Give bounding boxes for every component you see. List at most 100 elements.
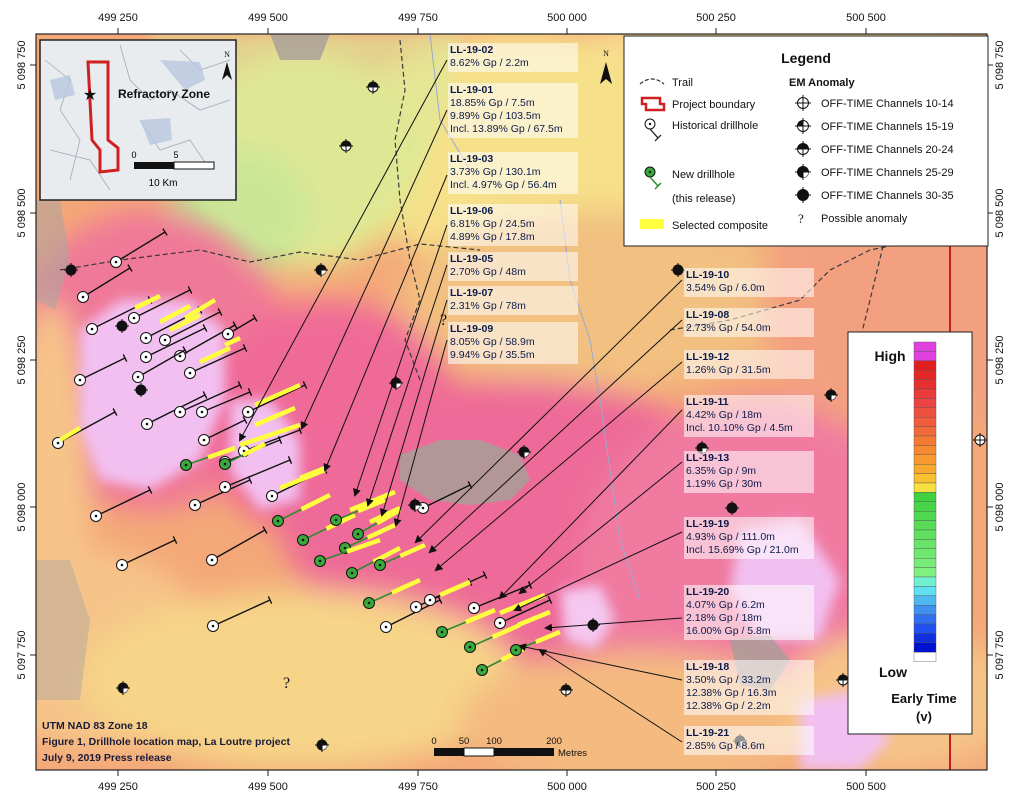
selected-composite xyxy=(346,537,381,554)
drill-label-title: LL-19-02 xyxy=(450,44,493,56)
coord-top: 500 500 xyxy=(846,12,886,24)
em-anomaly-icon xyxy=(389,376,403,390)
colorbar-cell xyxy=(913,520,937,531)
drill-label-result: 18.85% Gp / 7.5m xyxy=(450,97,535,109)
possible-anomaly-marker: ? xyxy=(440,312,447,329)
drill-label: LL-19-098.05% Gp / 58.9m9.94% Gp / 35.5m xyxy=(448,322,578,364)
em-legend-symbols: ? xyxy=(795,95,811,226)
em-anomaly-icon xyxy=(671,263,685,277)
drill-label-result: 2.31% Gp / 78m xyxy=(450,300,526,312)
em-anomaly-icon xyxy=(824,388,838,402)
coord-left: 5 098 000 xyxy=(16,483,28,532)
drill-label-result: 4.93% Gp / 111.0m xyxy=(686,531,775,543)
drill-label-result: 6.81% Gp / 24.5m xyxy=(450,218,535,230)
colorbar-caption-unit: (v) xyxy=(916,709,932,724)
coord-left: 5 098 750 xyxy=(16,41,28,90)
legend-possible-symbol: ? xyxy=(798,211,804,226)
historical-drillhole xyxy=(140,324,208,363)
selected-composite xyxy=(207,445,236,460)
historical-drillhole xyxy=(207,596,273,632)
colorbar-cell xyxy=(913,379,937,390)
drill-label-result: 3.73% Gp / 130.1m xyxy=(450,166,541,178)
selected-composite xyxy=(239,422,301,448)
north-arrow-icon xyxy=(600,62,612,84)
selected-composite xyxy=(168,312,202,333)
colorbar-cell xyxy=(913,398,937,408)
legend-em-item: OFF-TIME Channels 10-14 xyxy=(821,98,954,110)
legend-possible: Possible anomaly xyxy=(821,213,908,225)
composite-symbol xyxy=(640,219,664,229)
historical-drillhole xyxy=(74,354,128,386)
em-anomaly-icon xyxy=(366,80,380,94)
footer-line: July 9, 2019 Press release xyxy=(42,752,172,764)
historical-drillhole xyxy=(242,381,308,418)
colorbar-cell xyxy=(913,652,937,662)
historical-drillhole xyxy=(116,536,178,571)
drill-label-title: LL-19-21 xyxy=(686,727,729,739)
drill-label-result: 8.05% Gp / 58.9m xyxy=(450,336,535,348)
historical-drillhole xyxy=(184,344,248,379)
colorbar-cell xyxy=(913,492,937,502)
em-anomaly-icon xyxy=(64,263,78,277)
em-anomaly-icon xyxy=(115,319,129,333)
north-label: N xyxy=(224,50,230,59)
scale-tick: 100 xyxy=(486,736,502,747)
coordinate-labels-bottom: 499 250 499 500 499 750 500 000 500 250 … xyxy=(98,781,886,793)
drill-label-result: 9.94% Gp / 35.5m xyxy=(450,349,535,361)
historical-drillhole xyxy=(77,264,133,303)
new-drillhole xyxy=(374,542,426,571)
colorbar-cell xyxy=(913,548,937,559)
inset-scale-unit: 10 Km xyxy=(149,178,178,189)
legend-em-item: OFF-TIME Channels 15-19 xyxy=(821,121,954,133)
drill-label: LL-19-204.07% Gp / 6.2m2.18% Gp / 18m16.… xyxy=(684,585,814,640)
em-anomaly-icon xyxy=(559,683,573,697)
scale-bar: 0 50 100 200 Metres xyxy=(431,736,587,759)
drill-label-title: LL-19-12 xyxy=(686,351,729,363)
drill-label: LL-19-136.35% Gp / 9m1.19% Gp / 30m xyxy=(684,451,814,493)
coordinate-ticks xyxy=(30,28,993,776)
colorbar-cell xyxy=(913,464,937,474)
drill-label-title: LL-19-10 xyxy=(686,269,729,281)
legend-em-item: OFF-TIME Channels 20-24 xyxy=(821,144,954,156)
legend-trail: Trail xyxy=(672,77,693,89)
colorbar-cell xyxy=(913,388,937,399)
colorbar-cell xyxy=(913,605,937,615)
colorbar-cell xyxy=(913,642,937,653)
em-anomaly-icon xyxy=(725,501,739,515)
coord-bottom: 499 500 xyxy=(248,781,288,793)
selected-composite xyxy=(366,522,396,540)
boundary-symbol xyxy=(640,96,666,112)
colorbar-cell xyxy=(913,576,937,587)
historical-drillhole xyxy=(494,596,553,629)
drill-label: LL-19-212.85% Gp / 8.6m xyxy=(684,726,814,755)
colorbar-caption: Early Time xyxy=(891,691,957,706)
colorbar-high: High xyxy=(874,348,905,364)
project-boundary-outline xyxy=(86,60,120,174)
historical-drillholes xyxy=(52,228,553,633)
selected-composite xyxy=(300,492,332,512)
drill-label: LL-19-028.62% Gp / 2.2m xyxy=(448,43,578,72)
drill-label-result: Incl. 13.89% Gp / 67.5m xyxy=(450,123,563,135)
drill-label-result: 2.70% Gp / 48m xyxy=(450,266,526,278)
coordinate-labels-top: 499 250 499 500 499 750 500 000 500 250 … xyxy=(98,12,886,24)
coord-right: 5 098 250 xyxy=(994,336,1006,385)
em-anomaly-icon xyxy=(517,445,531,459)
coord-bottom: 499 750 xyxy=(398,781,438,793)
historical-drillhole xyxy=(132,346,188,383)
colorbar-cell xyxy=(913,501,937,512)
selected-composite xyxy=(254,382,301,408)
drill-label-result: 6.35% Gp / 9m xyxy=(686,465,756,477)
drill-label: LL-19-052.70% Gp / 48m xyxy=(448,252,578,281)
drill-label-result: 3.50% Gp / 33.2m xyxy=(686,674,771,686)
colorbar-cell xyxy=(913,454,937,465)
coord-right: 5 097 750 xyxy=(994,631,1006,680)
colorbar-cell xyxy=(913,370,937,380)
colorbar-cell xyxy=(913,417,937,427)
coord-bottom: 499 250 xyxy=(98,781,138,793)
colorbar-cell xyxy=(913,407,937,418)
selected-composite xyxy=(58,426,82,442)
